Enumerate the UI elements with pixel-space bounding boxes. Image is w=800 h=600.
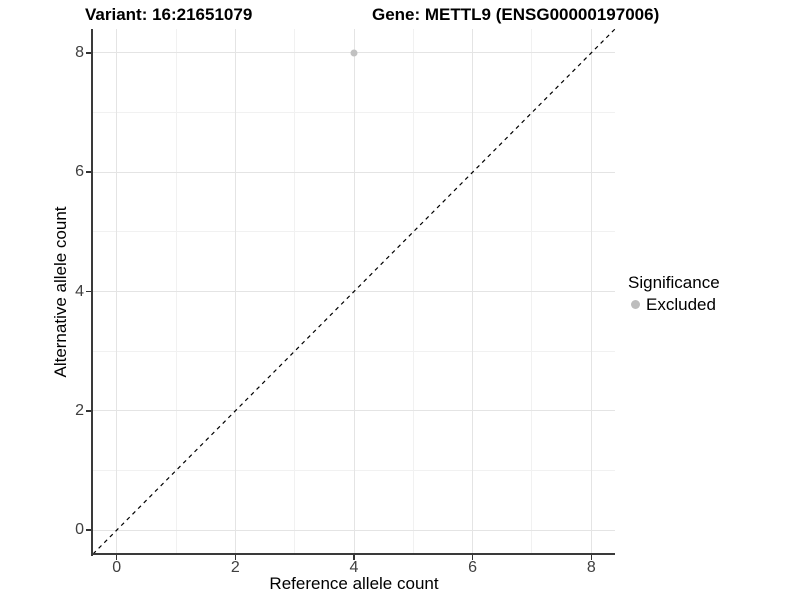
x-tick-mark xyxy=(115,555,118,560)
x-tick-mark xyxy=(590,555,593,560)
y-major-gridline xyxy=(93,171,615,173)
x-tick-mark xyxy=(353,555,355,560)
y-tick-mark xyxy=(86,171,91,173)
x-tick-label: 2 xyxy=(230,559,240,576)
y-tick-label: 0 xyxy=(75,521,84,539)
y-tick-mark xyxy=(86,52,91,54)
y-major-gridline xyxy=(93,529,615,531)
legend-entry-label: Excluded xyxy=(646,295,716,314)
x-tick-label: 8 xyxy=(586,559,596,576)
y-tick-label: 2 xyxy=(75,401,84,419)
y-tick-label: 6 xyxy=(75,163,84,181)
y-tick-mark xyxy=(86,290,91,293)
x-tick-mark xyxy=(234,555,237,560)
x-tick-label: 6 xyxy=(468,559,478,576)
y-major-gridline xyxy=(93,410,615,412)
y-tick-label: 8 xyxy=(75,43,84,61)
y-axis-title: Alternative allele count xyxy=(51,205,70,378)
y-tick-label: 4 xyxy=(75,282,84,300)
legend: Significance Excluded xyxy=(628,272,720,315)
y-tick-mark xyxy=(86,410,91,412)
legend-entries: Excluded xyxy=(628,294,720,315)
x-tick-mark xyxy=(471,555,474,560)
legend-key-dot-icon xyxy=(631,300,640,309)
y-axis-line xyxy=(91,29,93,556)
legend-title: Significance xyxy=(628,273,720,292)
y-tick-mark xyxy=(86,529,91,531)
legend-entry: Excluded xyxy=(628,294,720,315)
x-axis-line xyxy=(91,553,615,555)
x-tick-label: 4 xyxy=(349,559,359,576)
x-axis-title: Reference allele count xyxy=(269,574,439,593)
plot-title-gene: Gene: METTL9 (ENSG00000197006) xyxy=(372,5,660,24)
data-point-excluded xyxy=(350,49,358,57)
x-tick-label: 0 xyxy=(112,559,122,576)
plot-title-variant: Variant: 16:21651079 xyxy=(85,5,253,24)
